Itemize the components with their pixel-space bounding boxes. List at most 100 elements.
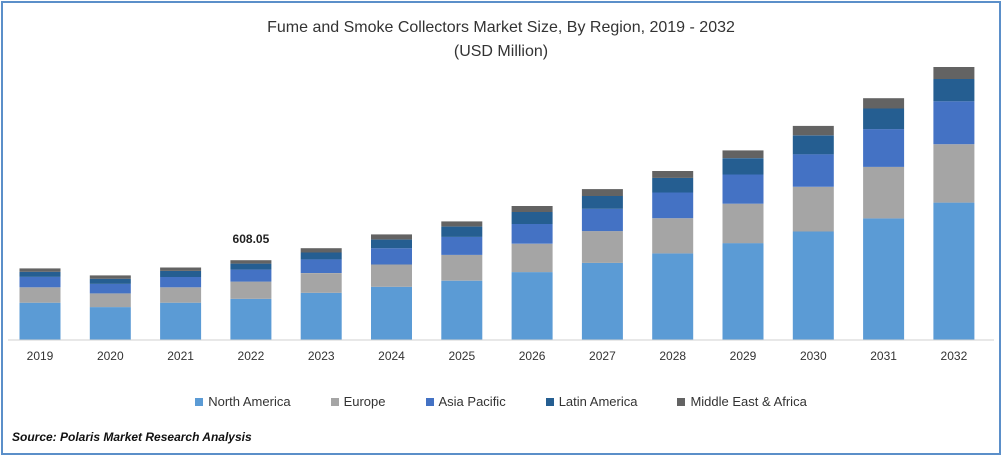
bar-2028-middle-east-africa [652,171,694,178]
legend-swatch [195,397,204,406]
bar-2022-asia-pacific [230,269,272,282]
legend-label: Asia Pacific [438,394,506,409]
bar-2030-europe [792,186,834,232]
bar-2024-middle-east-africa [371,234,412,240]
x-tick-label-2023: 2023 [308,349,335,363]
bar-2032-europe [933,144,975,203]
bar-2022-north-america [230,298,272,340]
bar-2030-latin-america [792,135,834,155]
bar-2029-asia-pacific [722,174,764,204]
legend-label: Europe [343,394,386,409]
x-tick-label-2020: 2020 [97,349,124,363]
x-tick-label-2032: 2032 [941,349,968,363]
bar-2023-middle-east-africa [300,248,342,253]
bar-2025-middle-east-africa [441,221,483,227]
bar-2031-asia-pacific [863,129,905,167]
bar-2025-north-america [441,280,483,340]
legend-item-latin-america: Latin America [545,394,638,409]
bar-2032-middle-east-africa [933,67,975,79]
bar-2030-middle-east-africa [792,125,834,136]
legend-label: Latin America [558,394,638,409]
bar-2021-europe [160,287,202,303]
bar-2022-latin-america [230,263,272,270]
legend-item-north-america: North America [195,394,291,409]
bar-2024-asia-pacific [371,248,412,265]
bar-2027-europe [581,231,623,263]
bar-2027-latin-america [581,195,623,209]
bar-2021-north-america [160,302,202,340]
bar-2021-asia-pacific [160,277,202,288]
bar-2028-north-america [652,253,694,340]
bar-2026-north-america [511,272,553,340]
bar-2020-asia-pacific [89,284,131,294]
bar-2026-latin-america [511,212,553,224]
bar-2031-latin-america [863,108,905,130]
bar-2025-latin-america [441,226,483,237]
bar-2029-europe [722,203,764,244]
bar-2032-asia-pacific [933,101,975,145]
bar-2032-latin-america [933,79,975,102]
bars-group [19,67,975,340]
x-tick-label-2021: 2021 [167,349,194,363]
bar-2021-latin-america [160,271,202,277]
bar-2020-latin-america [89,278,131,284]
x-tick-label-2028: 2028 [659,349,686,363]
x-tick-label-2024: 2024 [378,349,405,363]
legend-item-asia-pacific: Asia Pacific [425,394,506,409]
bar-2022-europe [230,281,272,299]
bar-2029-latin-america [722,158,764,175]
data-label-2022: 608.05 [233,232,270,246]
bar-2031-middle-east-africa [863,98,905,109]
bar-2029-middle-east-africa [722,150,764,159]
bar-2024-north-america [371,286,412,340]
x-tick-label-2027: 2027 [589,349,616,363]
x-tick-label-2031: 2031 [870,349,897,363]
x-tick-label-2019: 2019 [27,349,54,363]
bar-2019-north-america [19,302,61,340]
x-tick-label-2025: 2025 [448,349,475,363]
bar-2022-middle-east-africa [230,260,272,264]
source-note: Source: Polaris Market Research Analysis [12,430,252,444]
x-tick-label-2030: 2030 [800,349,827,363]
bar-2027-north-america [581,262,623,340]
chart-subtitle: (USD Million) [453,43,549,60]
bar-2025-asia-pacific [441,236,483,255]
legend-label: North America [208,394,291,409]
bar-2031-europe [863,166,905,219]
legend-item-europe: Europe [330,394,386,409]
legend-swatch [545,397,554,406]
bar-2019-asia-pacific [19,277,61,288]
bar-2020-europe [89,293,131,308]
bar-2024-latin-america [371,239,412,249]
bar-2023-asia-pacific [300,259,342,273]
bar-2029-north-america [722,243,764,340]
x-tick-label-2026: 2026 [519,349,546,363]
bar-2020-north-america [89,307,131,340]
bar-2019-middle-east-africa [19,268,61,272]
x-tick-label-2029: 2029 [730,349,757,363]
bar-2024-europe [371,264,412,287]
bar-2023-north-america [300,292,342,340]
bar-2030-asia-pacific [792,154,834,187]
bar-2032-north-america [933,202,975,340]
legend-item-middle-east-africa: Middle East & Africa [677,394,807,409]
bar-2026-middle-east-africa [511,206,553,212]
legend-label: Middle East & Africa [690,394,807,409]
bar-2021-middle-east-africa [160,267,202,271]
annotations-group: 608.05 [233,232,270,246]
legend-swatch [330,397,339,406]
legend-swatch [677,397,686,406]
bar-2019-latin-america [19,271,61,277]
bar-2028-asia-pacific [652,192,694,219]
legend-swatch [425,397,434,406]
bar-2019-europe [19,287,61,303]
bar-2028-europe [652,218,694,254]
bar-2027-asia-pacific [581,208,623,232]
chart-legend: North America Europe Asia Pacific Latin Ame… [0,394,1002,409]
bar-2025-europe [441,254,483,281]
bar-2023-latin-america [300,252,342,260]
bar-2027-middle-east-africa [581,189,623,196]
bar-2020-middle-east-africa [89,275,131,279]
bar-2028-latin-america [652,177,694,193]
